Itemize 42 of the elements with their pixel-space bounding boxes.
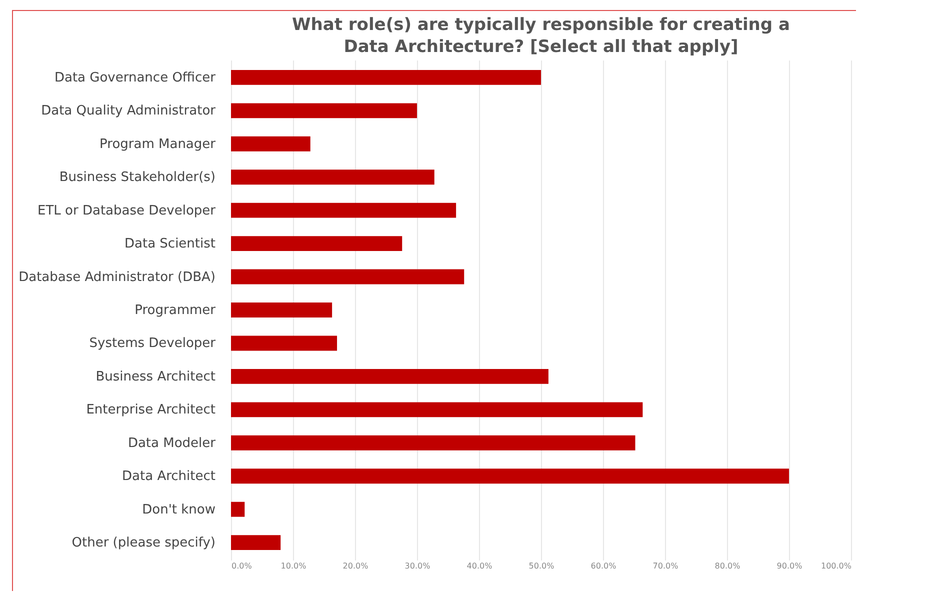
- y-tick-label: Program Manager: [100, 136, 216, 152]
- x-tick-label: 40.0%: [466, 562, 493, 570]
- bar: [231, 302, 332, 318]
- bar: [231, 336, 338, 351]
- y-tick-label: Database Administrator (DBA): [18, 270, 216, 285]
- x-tick-label: 70.0%: [652, 562, 679, 570]
- y-tick-label: Data Architect: [122, 469, 216, 484]
- bar: [231, 435, 636, 450]
- bar: [231, 202, 456, 218]
- bar: [231, 502, 245, 517]
- x-tick-label: 50.0%: [528, 562, 555, 570]
- bar: [231, 269, 464, 284]
- x-tick-label: 90.0%: [776, 562, 803, 570]
- x-tick-label: 20.0%: [342, 562, 369, 570]
- bar: [231, 170, 434, 185]
- x-tick-label: 0.0%: [232, 562, 252, 570]
- y-tick-label: Programmer: [134, 303, 216, 318]
- bar: [231, 535, 281, 550]
- bar: [231, 368, 548, 384]
- x-tick-label: 10.0%: [280, 562, 307, 570]
- x-tick-label: 30.0%: [404, 562, 431, 570]
- y-tick-label: Data Governance Officer: [54, 70, 216, 86]
- y-tick-label: Business Architect: [96, 369, 216, 384]
- bar: [231, 136, 310, 152]
- x-tick-label: 60.0%: [590, 562, 617, 570]
- bar: [231, 70, 541, 85]
- y-tick-label: Data Scientist: [124, 236, 216, 252]
- x-tick-label: 80.0%: [714, 562, 741, 570]
- bar: [231, 236, 402, 252]
- y-tick-label: ETL or Database Developer: [38, 203, 216, 218]
- y-tick-label: Other (please specify): [72, 536, 216, 551]
- y-tick-label: Systems Developer: [89, 336, 216, 352]
- y-tick-label: Data Modeler: [128, 436, 216, 451]
- y-tick-label: Business Stakeholder(s): [59, 170, 216, 186]
- x-tick-label: 100.0%: [820, 562, 852, 570]
- bar: [231, 468, 789, 484]
- bar: [231, 402, 643, 418]
- y-tick-label: Don't know: [142, 502, 216, 518]
- bar: [231, 103, 417, 118]
- y-tick-label: Enterprise Architect: [86, 402, 216, 418]
- y-tick-label: Data Quality Administrator: [41, 104, 216, 119]
- chart-title: What role(s) are typically responsible for creating a Data Architecture? [Select all that apply]: [292, 15, 790, 57]
